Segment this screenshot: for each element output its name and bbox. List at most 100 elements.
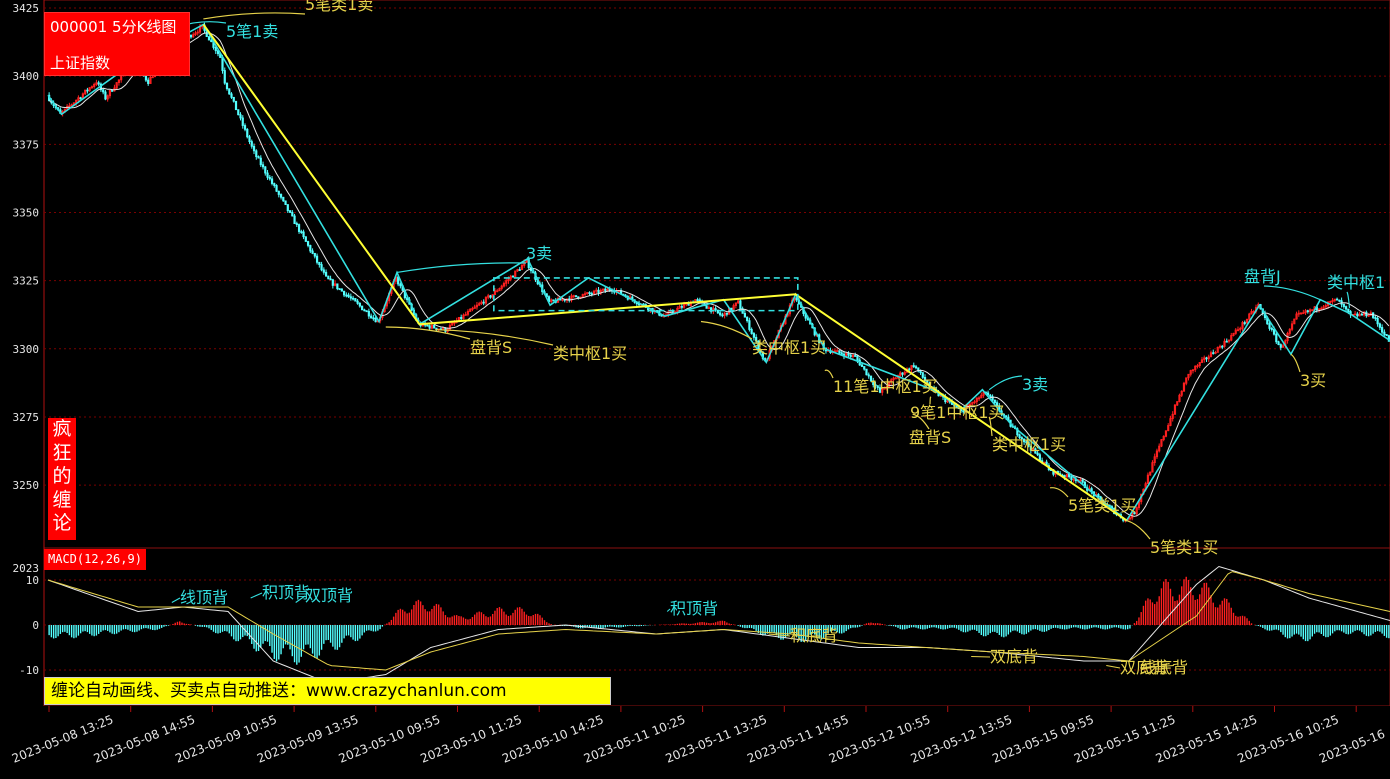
candle-body — [553, 300, 554, 301]
candle-body — [208, 37, 209, 40]
candle-body — [519, 270, 520, 271]
signal-arrow — [989, 376, 1022, 390]
candle-body — [233, 97, 234, 101]
candle-body — [848, 353, 849, 355]
candle-body — [1307, 311, 1308, 312]
candle-body — [719, 313, 720, 315]
candle-body — [429, 326, 430, 328]
candle-body — [864, 367, 865, 370]
candle-body — [355, 299, 356, 302]
price-tick-label: 3400 — [13, 70, 40, 83]
candle-body — [400, 284, 401, 286]
candle-body — [1278, 342, 1279, 345]
candle-body — [242, 118, 243, 126]
candle-body — [258, 157, 259, 159]
macd-signal-label: 线顶背 — [180, 588, 228, 607]
candle-body — [339, 289, 340, 290]
candle-body — [280, 194, 281, 197]
candle-body — [1226, 341, 1227, 342]
macd-signal-label: 双顶背 — [305, 586, 353, 605]
candle-body — [307, 241, 308, 245]
candle-body — [841, 353, 842, 354]
candle-body — [1386, 334, 1387, 335]
macd-signal-arrow — [251, 593, 262, 598]
candle-body — [1273, 330, 1274, 335]
candle-body — [1375, 318, 1376, 319]
candle-body — [274, 184, 275, 186]
promo-banner: 缠论自动画线、买卖点自动推送：www.crazychanlun.com — [44, 677, 611, 705]
candle-body — [490, 296, 491, 298]
candle-body — [244, 126, 245, 130]
macd-signal-label: 积顶背 — [262, 583, 310, 602]
candle-body — [1379, 324, 1380, 328]
candle-body — [1339, 300, 1340, 301]
candle-body — [749, 321, 750, 330]
candle-body — [855, 355, 856, 356]
signal-arrow — [825, 370, 833, 378]
candle-body — [915, 367, 916, 368]
candle-body — [231, 94, 232, 97]
side-badge-char: 论 — [48, 512, 76, 536]
candle-body — [269, 177, 270, 179]
candle-body — [850, 355, 851, 357]
candle-body — [296, 224, 297, 225]
candle-body — [238, 110, 239, 115]
candle-body — [913, 366, 914, 367]
macd-signal-label: 积顶背 — [670, 599, 718, 618]
chart-title-box: 000001 5分K线图 上证指数 — [44, 12, 190, 76]
candle-body — [222, 58, 223, 71]
macd-signal-arrow — [172, 598, 180, 603]
candle-body — [1345, 307, 1346, 309]
candle-body — [1206, 358, 1207, 359]
candle-body — [1348, 309, 1349, 311]
signal-arrow — [1127, 521, 1150, 539]
candle-body — [316, 256, 317, 262]
candle-body — [578, 297, 579, 298]
candle-body — [433, 325, 434, 328]
candle-body — [332, 280, 333, 286]
bi-stroke-line — [48, 24, 1390, 520]
candle-body — [1381, 327, 1382, 332]
candle-body — [697, 300, 698, 301]
candle-body — [1244, 323, 1245, 324]
segment-line — [203, 24, 1126, 520]
signal-arrow — [386, 327, 470, 339]
side-badge-char: 的 — [48, 465, 76, 489]
signal-arrow — [203, 13, 305, 19]
candle-body — [681, 306, 682, 307]
candle-body — [321, 265, 322, 270]
candle-body — [706, 306, 707, 309]
signal-arrow — [1347, 292, 1349, 308]
signal-label: 类中枢1 — [1327, 273, 1385, 292]
candle-body — [235, 101, 236, 109]
candle-body — [1071, 477, 1072, 480]
side-badge: 疯 狂 的 缠 论 — [48, 418, 76, 540]
candle-body — [276, 186, 277, 192]
candle-body — [1343, 304, 1344, 306]
candle-body — [1377, 318, 1378, 323]
candle-body — [262, 165, 263, 167]
signal-arrow — [1264, 286, 1320, 300]
candle-body — [292, 212, 293, 216]
signal-label: 5笔类1买 — [1150, 538, 1218, 557]
macd-tick-label: 0 — [32, 619, 39, 632]
candle-body — [366, 311, 367, 312]
candle-body — [868, 375, 869, 376]
price-tick-label: 3250 — [13, 479, 40, 492]
candle-body — [753, 334, 754, 338]
macd-signal-arrow — [1106, 666, 1120, 669]
candle-body — [298, 225, 299, 232]
candle-body — [111, 90, 112, 91]
candle-body — [699, 300, 700, 301]
candle-body — [598, 290, 599, 293]
signal-label: 类中枢1买 — [553, 344, 627, 363]
candle-body — [240, 115, 241, 118]
candle-body — [253, 146, 254, 150]
candle-body — [1222, 346, 1223, 347]
candle-body — [256, 151, 257, 157]
candle-body — [283, 197, 284, 201]
candle-body — [249, 137, 250, 142]
candle-body — [190, 35, 191, 37]
